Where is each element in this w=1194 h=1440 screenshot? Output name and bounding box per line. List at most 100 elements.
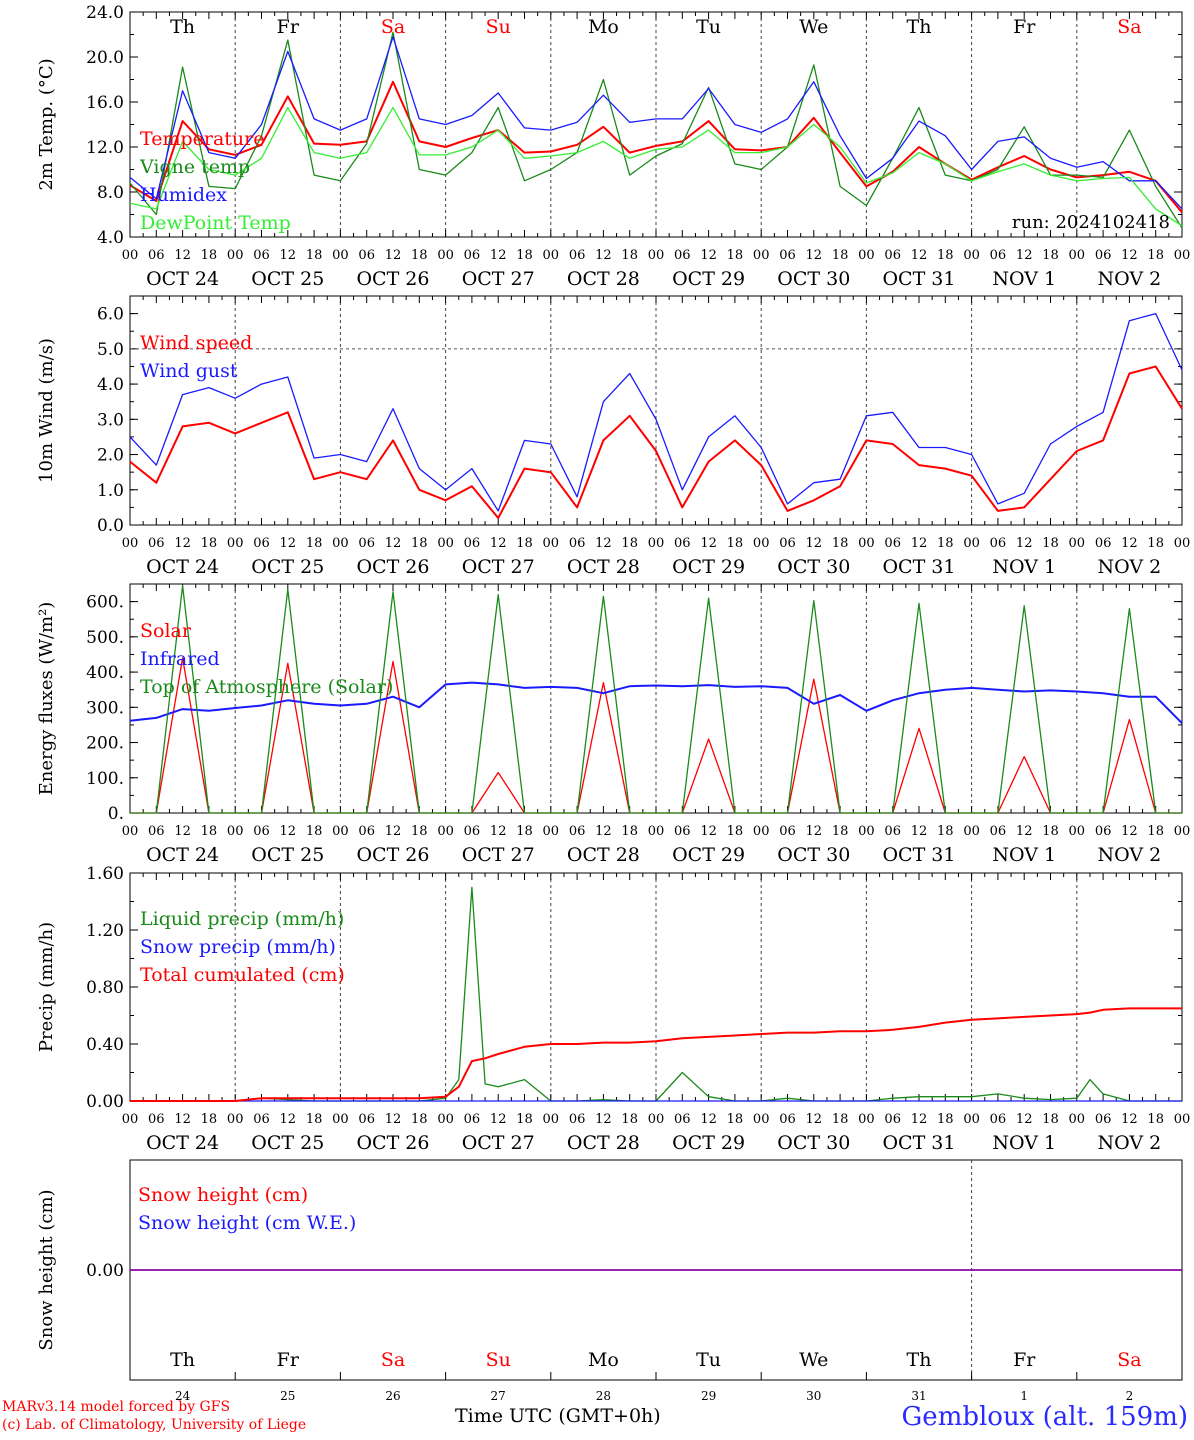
hour-label: 06 (358, 1112, 375, 1127)
y-axis-title: Snow height (cm) (36, 1189, 57, 1350)
hour-label: 18 (1147, 248, 1164, 263)
hour-label: 12 (911, 536, 928, 551)
day-name: Th (170, 1349, 195, 1371)
hour-label: 06 (990, 1112, 1007, 1127)
hour-label: 12 (595, 1112, 612, 1127)
hour-label: 12 (1016, 1112, 1033, 1127)
y-tick-label: 500. (86, 628, 124, 648)
hour-label: 06 (569, 1112, 586, 1127)
hour-label: 18 (832, 536, 849, 551)
day-name: Fr (1013, 16, 1036, 38)
hour-label: 18 (411, 248, 428, 263)
lab-credit-line: (c) Lab. of Climatology, University of L… (2, 1417, 307, 1433)
hour-label: 12 (490, 248, 507, 263)
hour-label: 12 (1121, 824, 1138, 839)
hour-label: 00 (227, 824, 244, 839)
date-label: OCT 26 (356, 556, 429, 578)
date-label: OCT 27 (462, 268, 535, 290)
day-name: Sa (1117, 16, 1141, 38)
date-label: NOV 2 (1098, 268, 1162, 290)
hour-label: 00 (227, 248, 244, 263)
y-tick-label: 4.0 (97, 228, 124, 248)
y-tick-label: 0.00 (86, 1261, 124, 1281)
date-label: OCT 24 (146, 1132, 219, 1154)
hour-label: 06 (674, 824, 691, 839)
hour-label: 12 (595, 824, 612, 839)
hour-label: 00 (332, 1112, 349, 1127)
day-name: Sa (381, 1349, 405, 1371)
date-label: NOV 1 (992, 556, 1056, 578)
hour-label: 12 (1121, 1112, 1138, 1127)
hour-label: 06 (1095, 536, 1112, 551)
hour-label: 18 (306, 824, 323, 839)
date-label-small: 30 (806, 1389, 821, 1403)
date-label-small: 29 (701, 1389, 716, 1403)
hour-label: 06 (674, 1112, 691, 1127)
hour-label: 18 (1147, 824, 1164, 839)
hour-label: 06 (990, 824, 1007, 839)
hour-label: 00 (858, 824, 875, 839)
y-tick-label: 12.0 (86, 138, 124, 158)
y-axis-title: 10m Wind (m/s) (36, 338, 57, 483)
y-tick-label: 0.0 (97, 516, 124, 536)
hour-label: 12 (490, 824, 507, 839)
day-name: Fr (277, 1349, 300, 1371)
hour-label: 00 (858, 1112, 875, 1127)
date-label: OCT 25 (251, 1132, 324, 1154)
hour-label: 12 (385, 248, 402, 263)
date-label-small: 24 (175, 1389, 191, 1403)
hour-label: 00 (1174, 1112, 1191, 1127)
y-tick-label: 5.0 (97, 340, 124, 360)
date-label-small: 1 (1020, 1389, 1028, 1403)
hour-label: 06 (569, 248, 586, 263)
hour-label: 12 (700, 536, 717, 551)
date-label: OCT 26 (356, 844, 429, 866)
date-label: OCT 24 (146, 556, 219, 578)
hour-label: 18 (201, 1112, 218, 1127)
date-label: OCT 29 (672, 268, 745, 290)
hour-label: 00 (437, 536, 454, 551)
hour-label: 12 (1016, 248, 1033, 263)
model-credit: MARv3.14 model forced by GFS (c) Lab. of… (2, 1398, 306, 1434)
hour-label: 00 (1174, 824, 1191, 839)
legend-entry: Total cumulated (cm) (140, 964, 345, 986)
hour-label: 06 (464, 1112, 481, 1127)
y-tick-label: 0.80 (86, 978, 124, 998)
date-label: NOV 2 (1098, 556, 1162, 578)
hour-label: 06 (779, 536, 796, 551)
hour-label: 12 (806, 248, 823, 263)
date-label: NOV 1 (992, 844, 1056, 866)
hour-label: 12 (806, 536, 823, 551)
legend-entry: Wind gust (140, 360, 238, 382)
hour-label: 12 (1121, 248, 1138, 263)
date-label: OCT 26 (356, 1132, 429, 1154)
hour-label: 18 (1042, 1112, 1059, 1127)
hour-label: 06 (148, 248, 165, 263)
y-tick-label: 0. (108, 804, 124, 824)
hour-label: 18 (1042, 536, 1059, 551)
hour-label: 18 (306, 1112, 323, 1127)
hour-label: 00 (437, 824, 454, 839)
hour-label: 00 (648, 1112, 665, 1127)
hour-label: 18 (727, 248, 744, 263)
hour-label: 18 (727, 536, 744, 551)
y-tick-label: 3.0 (97, 410, 124, 430)
date-label: OCT 29 (672, 556, 745, 578)
legend-entry: Snow height (cm W.E.) (138, 1212, 356, 1234)
date-label: OCT 30 (777, 556, 850, 578)
hour-label: 12 (174, 536, 191, 551)
date-label: OCT 31 (882, 556, 955, 578)
hour-label: 06 (148, 1112, 165, 1127)
hour-label: 06 (884, 248, 901, 263)
hour-label: 00 (1069, 536, 1086, 551)
hour-label: 18 (516, 248, 533, 263)
hour-label: 18 (621, 1112, 638, 1127)
hour-label: 00 (332, 536, 349, 551)
hour-label: 06 (464, 536, 481, 551)
hour-label: 12 (595, 536, 612, 551)
date-label: OCT 31 (882, 844, 955, 866)
legend-entry: Infrared (140, 648, 220, 670)
hour-label: 00 (227, 536, 244, 551)
hour-label: 18 (1042, 824, 1059, 839)
